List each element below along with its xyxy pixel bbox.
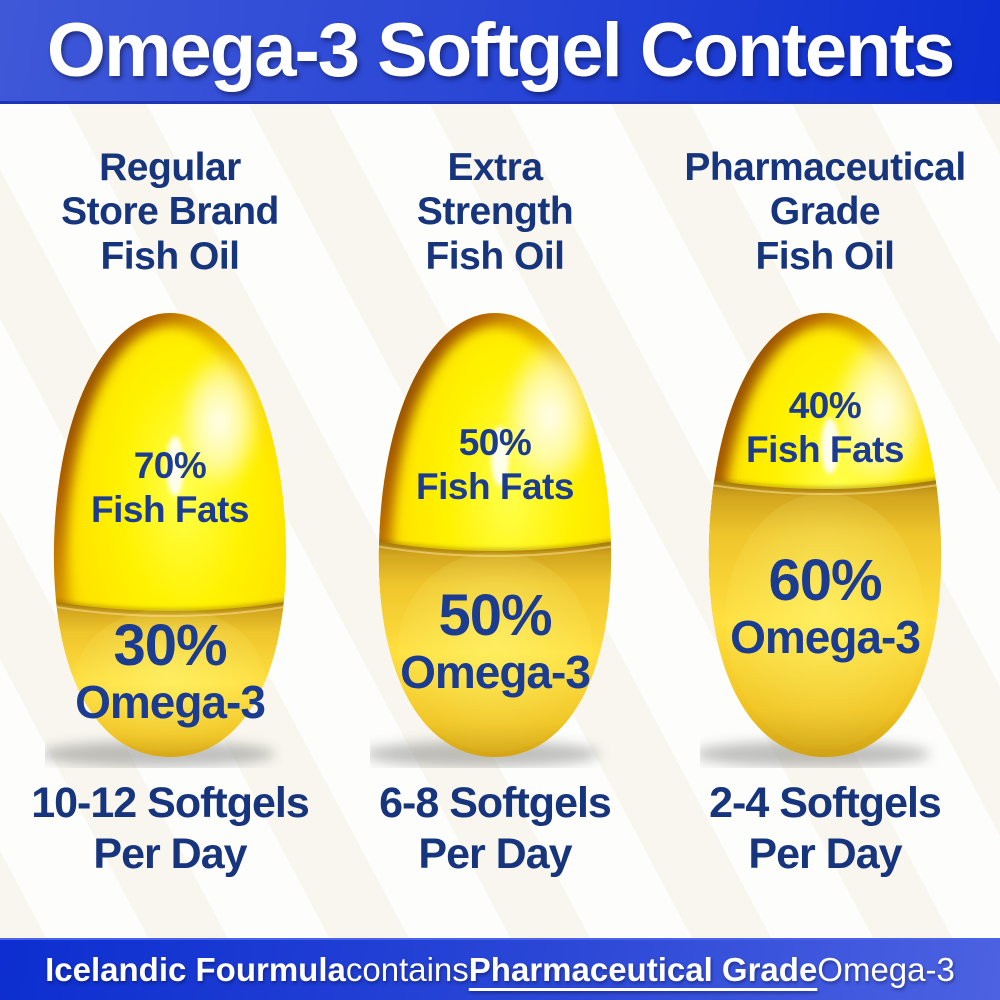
dosage-line: Per Day [748,829,902,878]
dosage-row: 10-12 Softgels Per Day 6-8 Softgels Per … [0,778,1000,879]
column-title-extra-strength: Extra Strength Fish Oil [340,146,650,288]
fish-fats-text: Fish Fats [416,466,574,508]
omega3-text: Omega-3 [75,675,266,728]
dosage-extra-strength: 6-8 Softgels Per Day [340,778,650,879]
omega3-text: Omega-3 [400,645,591,698]
highlight-streak [821,418,839,474]
dosage-pharmaceutical: 2-4 Softgels Per Day [650,778,1000,879]
omega3-percentage: 50% [438,583,552,648]
dosage-line: Per Day [93,829,247,878]
omega3-label-group: 50% Omega-3 [370,583,620,698]
title-line: Pharmaceutical [684,146,966,189]
fish-fats-label-group: 40% Fish Fats [700,384,950,473]
softgel-capsule-extra-strength: 50% Fish Fats 50% Omega-3 [370,306,620,768]
footer-end: Omega-3 [817,951,955,988]
omega3-fill-cup [708,474,942,757]
softgel-capsule-regular: 70% Fish Fats 30% Omega-3 [45,306,295,768]
footer-banner: Icelandic Fourmula contains Pharmaceutic… [0,938,1000,1000]
omega3-text: Omega-3 [730,610,921,663]
title-line: Regular [99,146,241,189]
footer-contains: contains [345,951,469,988]
dosage-line: Per Day [418,829,572,878]
dosage-line: 10-12 Softgels [31,779,310,827]
fish-fats-text: Fish Fats [746,429,904,471]
fish-fats-label-group: 50% Fish Fats [370,421,620,510]
omega3-label-group: 60% Omega-3 [700,548,950,663]
fish-fats-label-group: 70% Fish Fats [45,444,295,533]
capsules-row: 70% Fish Fats 30% Omega-3 [0,306,1000,768]
column-titles-row: Regular Store Brand Fish Oil Extra Stren… [0,146,1000,288]
omega3-fill-cup [378,536,612,757]
fish-fats-percentage: 50% [458,422,532,463]
footer-brand: Icelandic Fourmula [45,951,346,988]
title-line: Fish Oil [100,234,240,278]
highlight-streak [166,436,184,496]
comparison-area: Regular Store Brand Fish Oil Extra Stren… [0,146,1000,879]
highlight-streak [491,426,509,486]
fish-fats-percentage: 70% [133,445,207,486]
omega3-percentage: 60% [768,548,882,613]
softgel-capsule-graphic [700,313,942,767]
gloss-highlight [178,351,262,491]
dosage-regular: 10-12 Softgels Per Day [0,778,340,879]
column-title-regular: Regular Store Brand Fish Oil [0,146,340,288]
softgel-capsule-graphic [370,313,612,767]
fish-fats-percentage: 40% [788,385,862,426]
fish-fats-text: Fish Fats [91,489,249,531]
column-title-pharmaceutical: Pharmaceutical Grade Fish Oil [650,146,1000,288]
page-title: Omega-3 Softgel Contents [46,8,955,93]
title-line: Fish Oil [755,234,895,278]
footer-highlight: Pharmaceutical Grade [468,951,818,988]
title-line: Grade [769,190,881,234]
softgel-capsule-graphic [45,313,287,767]
gloss-highlight [502,338,598,494]
omega3-label-group: 30% Omega-3 [45,613,295,728]
title-line: Store Brand [61,190,279,234]
title-line: Extra [447,146,543,189]
softgel-capsule-pharmaceutical: 40% Fish Fats 60% Omega-3 [700,306,950,768]
dosage-line: 2-4 Softgels [709,779,942,827]
dosage-line: 6-8 Softgels [379,779,612,827]
title-line: Strength [416,190,574,234]
title-line: Fish Oil [425,234,565,278]
omega3-percentage: 30% [113,613,227,678]
title-banner: Omega-3 Softgel Contents [0,0,1000,104]
